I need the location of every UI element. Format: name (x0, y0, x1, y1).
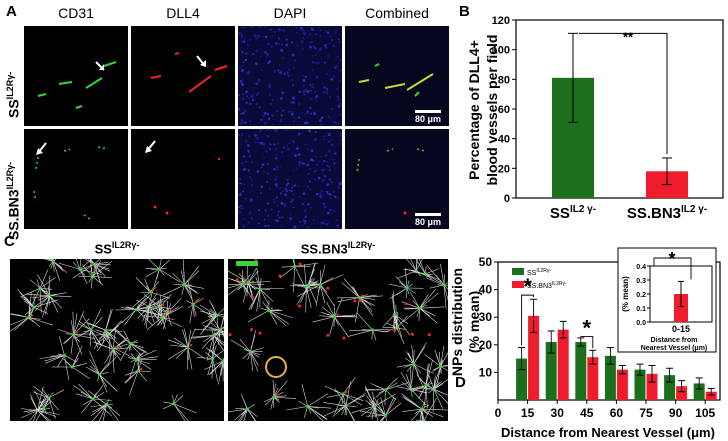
inset-ytick-0: 0.0 (636, 320, 646, 327)
chart-d-significance-bracket-1 (580, 335, 594, 349)
inset-ytick-4: 0.4 (636, 264, 646, 271)
row-label-ss: SSIL2Rγ- (5, 71, 22, 118)
chart-d-xtick-2: 30 (551, 406, 565, 420)
micrograph-combined-ssbn3: 80 μm (345, 129, 449, 229)
distance-map-ssbn3 (228, 259, 448, 421)
chart-d-bar-s1-3 (616, 369, 628, 400)
chart-d-xtick-7: 105 (695, 406, 715, 420)
column-header-dapi: DAPI (273, 5, 307, 21)
micrograph-dll4-ss (131, 26, 235, 126)
chart-d-xtick-3: 45 (580, 406, 594, 420)
chart-b-ytick-6: 120 (492, 15, 510, 27)
chart-d-legend: SSIL2Rγ- SS.BN3IL2Rγ- (512, 268, 567, 290)
chart-d-bar-s0-5 (664, 375, 676, 400)
chart-d-significance-bracket-0 (521, 294, 535, 346)
chart-b-ytick-0: 0 (504, 193, 510, 205)
chart-b-ytick-5: 100 (492, 45, 510, 57)
chart-d-significance-0: * (523, 274, 532, 299)
chart-d-ytick-2: 30 (479, 310, 493, 324)
legend-label-ssbn3: SS.BN3IL2Rγ- (527, 281, 567, 290)
chart-b-significance: ** (623, 29, 634, 44)
inset-frame-outer (617, 247, 717, 353)
chart-b: Percentage of DLL4+ blood vessels per fi… (466, 15, 724, 222)
inset-significance-bracket (653, 257, 692, 280)
inset-ytick-2: 0.2 (636, 292, 646, 299)
chart-d-bar-s0-3 (604, 355, 616, 400)
chart-d-xtick-0: 0 (495, 406, 502, 420)
inset-category: 0-15 (672, 324, 690, 334)
row-label-ssbn3: SS.BN3IL2Rγ- (5, 161, 22, 240)
legend-swatch-ssbn3 (512, 281, 524, 288)
panel-c-label: C (4, 233, 15, 250)
chart-d-ylabel-line1: NPs distribution (450, 268, 465, 376)
chart-d-bar-s1-5 (676, 386, 688, 400)
chart-b-category-1: SS.BN3IL2 γ- (627, 204, 707, 222)
chart-b-ytick-2: 40 (498, 134, 510, 146)
panel-a-label: A (6, 3, 17, 20)
chart-b-ylabel-line2: blood vessels per field (484, 35, 500, 186)
micrograph-dapi-ss (238, 26, 342, 126)
chart-d-bar-s1-0 (528, 315, 540, 400)
column-header-cd31: CD31 (58, 5, 94, 21)
chart-d-bar-s0-1 (545, 342, 557, 400)
micrograph-combined-ss: 80 μm (345, 26, 449, 126)
chart-d-bar-s0-0 (516, 358, 528, 400)
scale-bar-bottom: 80 μm (415, 213, 441, 227)
chart-d-bar-s0-2 (575, 342, 587, 400)
legend-label-ss: SSIL2Rγ- (527, 268, 551, 277)
chart-d-xlabel: Distance from Nearest Vessel (μm) (501, 425, 715, 440)
chart-d-xtick-5: 75 (639, 406, 653, 420)
chart-b-ytick-3: 60 (498, 104, 510, 116)
chart-b-significance-bracket (579, 32, 668, 154)
chart-d-xtick-6: 90 (669, 406, 683, 420)
chart-d-ytick-1: 20 (479, 338, 493, 352)
chart-d-xtick-4: 60 (610, 406, 624, 420)
chart-d-bar-s1-2 (587, 357, 599, 400)
panel-d-label: D (455, 374, 466, 391)
chart-d-bar-s0-4 (634, 369, 646, 400)
micrograph-dll4-ssbn3 (131, 129, 235, 229)
chart-d-bar-s1-4 (646, 373, 658, 400)
chart-d-bar-s1-1 (557, 329, 569, 400)
chart-d-ytick-4: 50 (479, 255, 493, 269)
panel-c-title-ssbn3: SS.BN3IL2Rγ- (300, 240, 376, 257)
chart-b-ylabel-line1: Percentage of DLL4+ (466, 40, 482, 180)
inset-xlabel-line1: Distance from (651, 337, 698, 344)
inset-significance: * (668, 249, 675, 269)
chart-b-ytick-4: 80 (498, 74, 510, 86)
inset-ytick-3: 0.3 (636, 278, 646, 285)
chart-d: NPs distribution (% mean) Distance from … (450, 247, 721, 440)
inset-bar (674, 294, 688, 322)
chart-b-frame (515, 19, 724, 199)
panel-b-label: B (459, 3, 470, 20)
micrograph-dapi-ssbn3 (238, 129, 342, 229)
chart-d-bar-s1-6 (705, 391, 717, 400)
distance-map-ss (10, 259, 224, 421)
chart-d-xtick-1: 15 (521, 406, 535, 420)
chart-b-ytick-1: 20 (498, 163, 510, 175)
chart-d-bar-s0-6 (693, 383, 705, 400)
legend-swatch-ss (512, 268, 524, 275)
inset-ytick-1: 0.1 (636, 306, 646, 313)
micrograph-cd31-ss (24, 26, 128, 126)
chart-d-ytick-0: 10 (479, 365, 493, 379)
scale-bar-top: 80 μm (415, 110, 441, 124)
column-header-combined: Combined (365, 5, 429, 21)
inset-ylabel: (% mean) (621, 276, 630, 312)
chart-b-category-0: SSIL2 γ- (550, 204, 596, 222)
chart-d-ylabel-line2: (% mean) (466, 291, 482, 353)
inset-xlabel-line2: Nearest Vessel (μm) (641, 345, 708, 352)
chart-d-significance-1: * (583, 316, 592, 341)
chart-d-ytick-3: 40 (479, 283, 493, 297)
panel-c-title-ss: SSIL2Rγ- (94, 240, 140, 257)
column-header-dll4: DLL4 (166, 5, 200, 21)
micrograph-cd31-ssbn3 (24, 129, 128, 229)
